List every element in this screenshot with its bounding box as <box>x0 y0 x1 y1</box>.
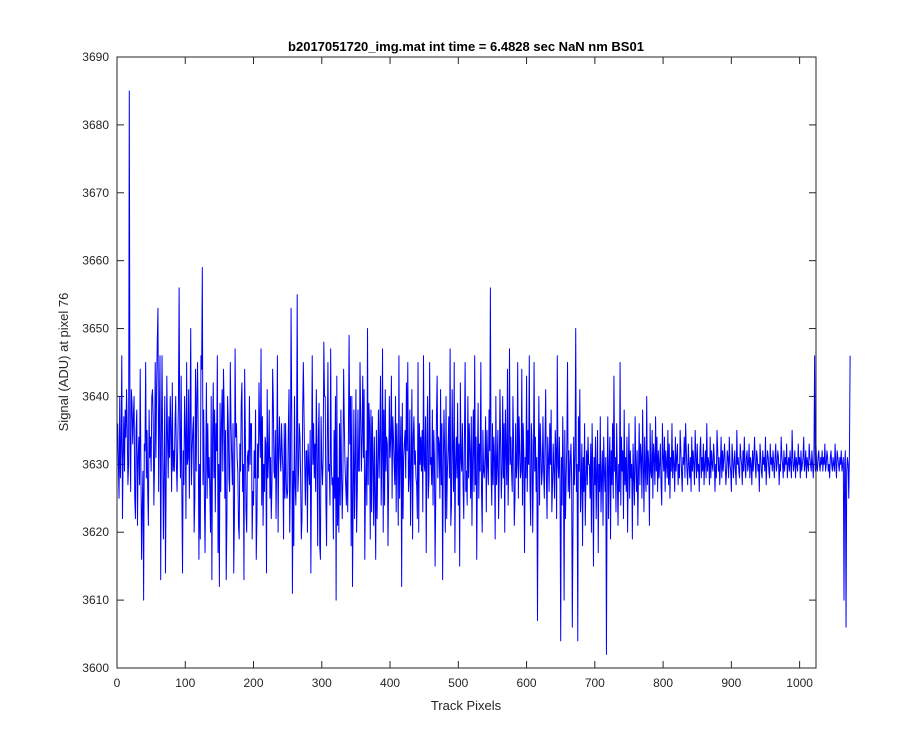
signal-line <box>117 90 851 655</box>
y-tick-label: 3600 <box>82 661 109 675</box>
y-tick-label: 3640 <box>82 389 109 403</box>
x-tick-label: 700 <box>585 676 605 690</box>
y-tick-label: 3660 <box>82 254 109 268</box>
x-axis-title: Track Pixels <box>431 698 502 713</box>
x-tick-label: 500 <box>448 676 468 690</box>
y-tick-label: 3650 <box>82 322 109 336</box>
y-tick-label: 3610 <box>82 593 109 607</box>
x-tick-label: 200 <box>244 676 264 690</box>
x-tick-label: 0 <box>114 676 121 690</box>
x-tick-label: 300 <box>312 676 332 690</box>
x-tick-label: 100 <box>175 676 195 690</box>
tick-labels: 0 100 200 300 400 500 600 700 800 900 1000 3600 3610… <box>82 50 813 690</box>
tick-marks <box>116 56 816 669</box>
x-tick-label: 800 <box>653 676 673 690</box>
axes-box <box>116 56 817 669</box>
y-tick-label: 3690 <box>82 50 109 64</box>
x-tick-label: 600 <box>517 676 537 690</box>
y-tick-label: 3670 <box>82 186 109 200</box>
x-tick-label: 1000 <box>786 676 813 690</box>
y-tick-label: 3630 <box>82 457 109 471</box>
x-tick-label: 900 <box>721 676 741 690</box>
plot-area <box>117 57 816 668</box>
chart-title: b2017051720_img.mat int time = 6.4828 se… <box>288 39 644 54</box>
x-tick-label: 400 <box>380 676 400 690</box>
y-axis-title: Signal (ADU) at pixel 76 <box>56 293 71 432</box>
y-tick-label: 3680 <box>82 118 109 132</box>
y-tick-label: 3620 <box>82 525 109 539</box>
